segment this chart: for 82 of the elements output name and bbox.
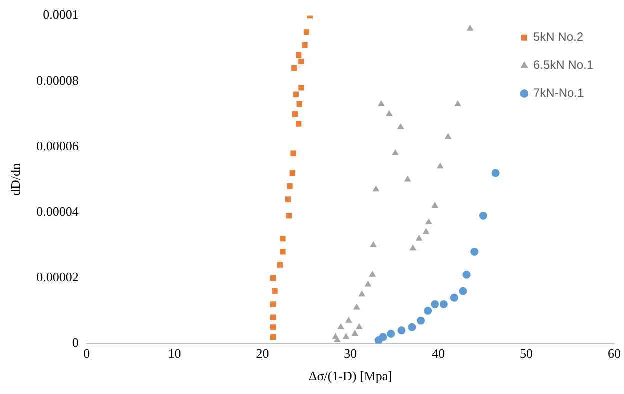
point [277, 262, 284, 268]
point [342, 333, 350, 340]
point [436, 162, 444, 169]
point [345, 316, 352, 323]
point [459, 287, 468, 296]
y-tick-label: 0.0001 [43, 7, 79, 22]
point [364, 280, 372, 287]
point [298, 85, 304, 91]
point [290, 170, 296, 176]
point [272, 288, 278, 294]
y-tick-label: 0.00002 [36, 270, 79, 285]
point [398, 326, 406, 335]
point [431, 300, 440, 308]
point [425, 218, 432, 224]
point [286, 213, 292, 219]
point [440, 300, 448, 308]
point [416, 234, 423, 241]
x-tick-label: 30 [344, 346, 358, 362]
point [296, 102, 302, 108]
point [270, 324, 276, 330]
y-axis-title: dD/dn [8, 163, 24, 196]
point [292, 111, 298, 118]
point [356, 323, 363, 330]
point [370, 241, 378, 248]
point [444, 133, 452, 140]
point [408, 323, 416, 332]
x-axis-title: Δσ/(1-D) [Mpa] [308, 368, 392, 384]
x-tick-label: 40 [432, 346, 446, 362]
point [492, 169, 500, 178]
y-tick-label: 0.00006 [36, 138, 80, 154]
point [470, 248, 479, 256]
point [466, 24, 474, 31]
x-tick-label: 10 [168, 346, 182, 362]
y-tick-label: 0.00004 [36, 204, 80, 220]
point [378, 100, 385, 106]
point [450, 294, 458, 302]
point [290, 150, 296, 156]
point [296, 52, 302, 58]
point [270, 302, 276, 308]
point [352, 330, 359, 336]
point [479, 212, 488, 220]
legend-label: 6.5kN No.1 [534, 58, 594, 72]
point [397, 123, 404, 130]
point [270, 275, 276, 282]
point [410, 244, 417, 251]
point [424, 307, 432, 315]
x-tick-label: 50 [520, 346, 534, 362]
point [293, 92, 299, 98]
point [454, 100, 462, 106]
point [374, 336, 383, 344]
point [280, 249, 286, 255]
legend-label: 5kN No.2 [534, 30, 584, 44]
point [417, 316, 426, 325]
point [369, 270, 376, 277]
point [296, 121, 302, 127]
point [285, 196, 292, 202]
point [358, 290, 366, 297]
point [392, 150, 399, 156]
point [292, 65, 298, 72]
point [298, 58, 304, 65]
y-tick-label: 0.00008 [36, 72, 79, 88]
point [387, 330, 396, 338]
point [422, 228, 430, 234]
point [270, 314, 276, 320]
point [353, 304, 360, 310]
x-tick-label: 20 [256, 346, 270, 362]
x-tick-label: 0 [84, 346, 90, 362]
y-tick-label: 0 [72, 335, 79, 350]
point [304, 29, 310, 36]
point [462, 270, 471, 279]
point [404, 176, 412, 182]
point [432, 202, 439, 208]
point [270, 334, 276, 340]
point [287, 184, 293, 190]
point [372, 186, 380, 192]
point [338, 323, 344, 330]
x-tick-label: 60 [608, 346, 621, 362]
point [302, 42, 308, 48]
point [334, 336, 341, 343]
point [386, 110, 393, 116]
legend-label: 7kN-No.1 [534, 86, 585, 100]
point [280, 236, 286, 242]
